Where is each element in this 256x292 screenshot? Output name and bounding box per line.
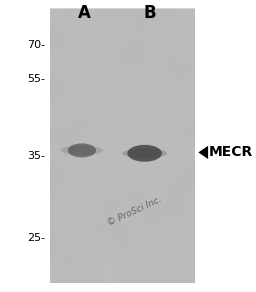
Ellipse shape xyxy=(122,149,167,158)
Text: 35-: 35- xyxy=(27,151,45,161)
Text: B: B xyxy=(143,4,156,22)
Bar xyxy=(50,9,195,283)
Ellipse shape xyxy=(68,143,96,157)
Text: © ProSci Inc.: © ProSci Inc. xyxy=(106,195,163,228)
Text: A: A xyxy=(78,4,91,22)
Text: 70-: 70- xyxy=(27,40,45,50)
Ellipse shape xyxy=(61,145,103,155)
Text: 55-: 55- xyxy=(27,74,45,84)
Polygon shape xyxy=(198,146,208,159)
Ellipse shape xyxy=(127,145,162,162)
Text: 25-: 25- xyxy=(27,233,45,243)
Text: MECR: MECR xyxy=(209,145,253,159)
